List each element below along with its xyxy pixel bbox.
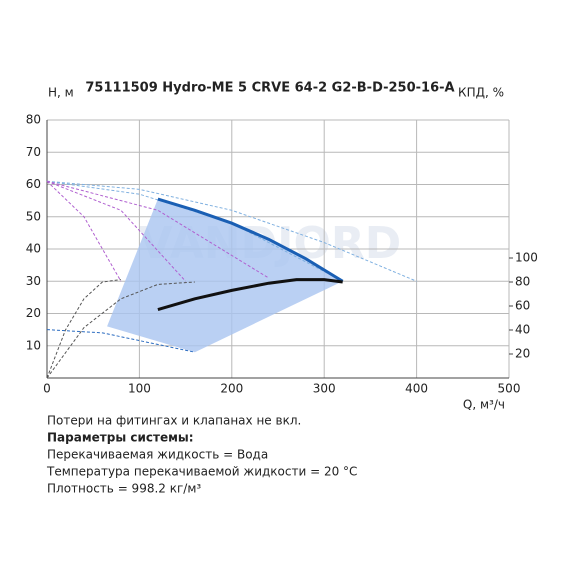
y-tick-label: 40 <box>26 242 41 256</box>
note: Потери на фитингах и клапанах не вкл. <box>47 414 301 428</box>
y-tick-label: 20 <box>26 306 41 320</box>
x-tick-label: 0 <box>43 382 51 396</box>
y-tick-label: 60 <box>26 177 41 191</box>
note: Перекачиваемая жидкость = Вода <box>47 448 268 462</box>
y2-tick-label: 80 <box>515 275 530 289</box>
curve <box>46 180 186 282</box>
y2-tick-label: 100 <box>515 251 538 265</box>
y2-tick-label: 20 <box>515 347 530 361</box>
x-tick-label: 100 <box>128 382 151 396</box>
y-tick-label: 30 <box>26 274 41 288</box>
curve <box>157 278 343 312</box>
curve <box>46 279 121 379</box>
note: Плотность = 998.2 кг/м³ <box>47 482 201 496</box>
note: Температура перекачиваемой жидкости = 20… <box>46 465 357 479</box>
chart-title: 75111509 Hydro-ME 5 CRVE 64-2 G2-B-D-250… <box>85 81 454 96</box>
x-tick-label: 200 <box>220 382 243 396</box>
curve <box>46 329 195 353</box>
x-tick-label: 300 <box>313 382 336 396</box>
curve <box>157 197 344 283</box>
y2-axis-label: КПД, % <box>458 86 504 100</box>
curve <box>46 180 270 279</box>
curve <box>46 281 195 379</box>
x-axis-label: Q, м³/ч <box>463 398 505 412</box>
y-tick-label: 80 <box>26 113 41 127</box>
curve <box>46 180 122 282</box>
y-tick-label: 50 <box>26 209 41 223</box>
operating-area <box>107 199 343 353</box>
y2-tick-label: 40 <box>515 323 530 337</box>
y-tick-label: 10 <box>26 338 41 352</box>
y2-tick-label: 60 <box>515 299 530 313</box>
y-axis-label: H, м <box>48 86 74 100</box>
x-tick-label: 500 <box>498 382 521 396</box>
curve <box>46 180 417 282</box>
note: Параметры системы: <box>47 431 194 445</box>
y-tick-label: 70 <box>26 145 41 159</box>
x-tick-label: 400 <box>405 382 428 396</box>
